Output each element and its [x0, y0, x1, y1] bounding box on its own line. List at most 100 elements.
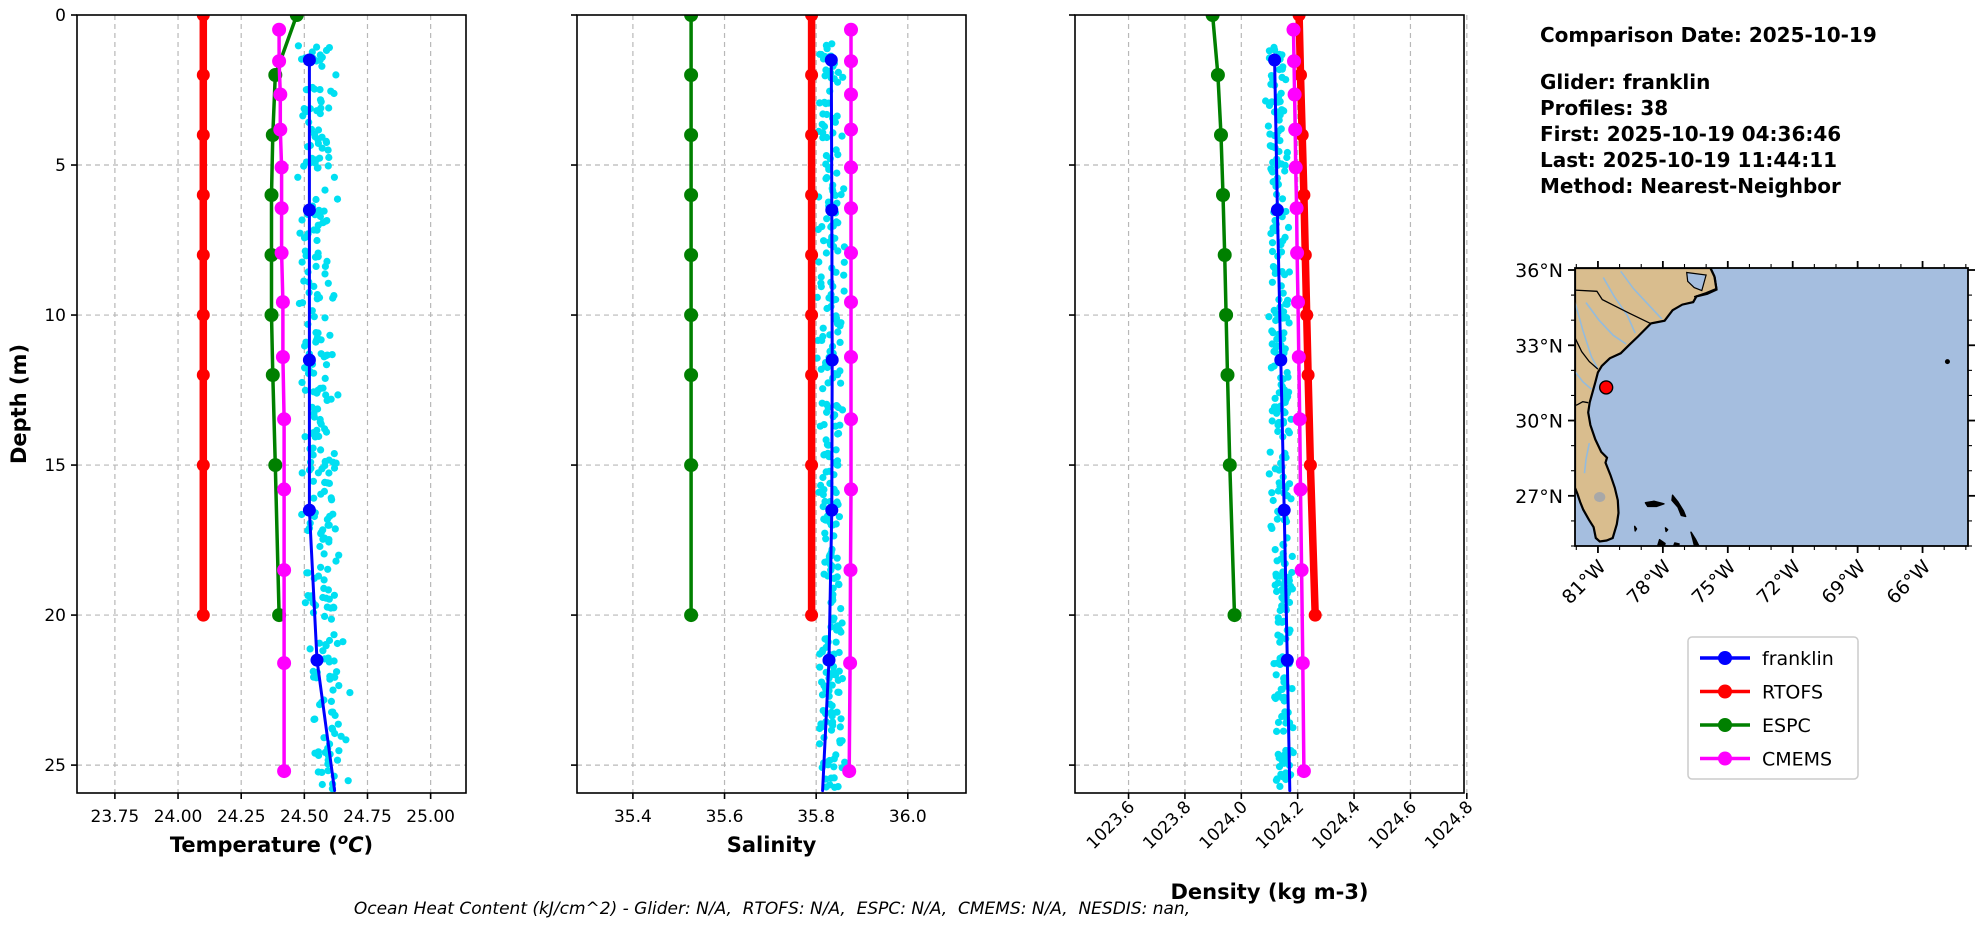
- cmems-salinity-marker: [844, 201, 858, 216]
- comparison-date-text: Comparison Date: 2025-10-19: [1540, 23, 1877, 47]
- legend-label: CMEMS: [1762, 749, 1832, 771]
- density-axis-label: Density (kg m-3): [1170, 880, 1368, 904]
- espc-salinity-marker: [684, 368, 699, 382]
- cmems-density-marker: [1290, 245, 1305, 260]
- ocean-heat-content-footer: Ocean Heat Content (kJ/cm^2) - Glider: N…: [353, 899, 1191, 919]
- map-state-border: [1575, 289, 1651, 324]
- rtofs-density-marker: [1301, 368, 1315, 382]
- map-island: [1690, 531, 1700, 546]
- map-lat-label: 30°N: [1515, 411, 1563, 433]
- cmems-salinity-marker: [844, 482, 858, 497]
- density-spines: [1074, 14, 1465, 794]
- rtofs-temperature-marker: [196, 308, 210, 322]
- rtofs-salinity-marker: [805, 188, 819, 202]
- cmems-temperature-series: [272, 22, 292, 779]
- cmems-salinity-marker: [844, 22, 858, 37]
- espc-density-marker: [1210, 68, 1225, 82]
- espc-density-marker: [1220, 368, 1235, 382]
- espc-temperature-marker: [289, 15, 304, 22]
- info-panel: Comparison Date: 2025-10-19 Glider: fran…: [1540, 22, 1877, 199]
- map-lon-label: 72°W: [1753, 556, 1806, 609]
- espc-temperature-marker: [265, 368, 280, 382]
- legend-marker-sample: [1718, 651, 1732, 665]
- map-island: [1656, 538, 1666, 546]
- map-area: [1575, 268, 1968, 546]
- legend-item-cmems: CMEMS: [1700, 749, 1832, 771]
- cmems-salinity-marker: [844, 160, 858, 175]
- density-xtick-label: 1024.6: [1365, 797, 1421, 853]
- cmems-density-marker: [1291, 350, 1306, 364]
- rtofs-density-marker: [1297, 188, 1311, 202]
- salinity-y-ticks: [571, 14, 577, 766]
- temperature-data-area: [196, 15, 354, 793]
- cmems-salinity-series: [842, 22, 858, 779]
- map-state-border: [1575, 401, 1589, 407]
- cmems-salinity-marker: [844, 350, 858, 364]
- map-frame: [1574, 267, 1969, 547]
- map-pamlico-sound: [1686, 271, 1707, 292]
- espc-salinity-marker: [684, 68, 699, 82]
- franklin-temperature-marker: [310, 653, 324, 667]
- temperature-x-ticks: [114, 793, 432, 799]
- espc-salinity-marker: [684, 188, 699, 202]
- cmems-density-marker: [1289, 201, 1304, 216]
- cmems-salinity-marker: [842, 764, 857, 779]
- rtofs-salinity-marker: [805, 308, 819, 322]
- franklin-salinity-marker: [825, 203, 839, 217]
- legend-label: franklin: [1762, 648, 1834, 670]
- franklin-salinity-marker: [825, 353, 839, 367]
- temperature-axis-label: Temperature (oC): [170, 830, 373, 857]
- rtofs-temperature-marker: [196, 458, 210, 472]
- cmems-temperature-marker: [275, 295, 290, 310]
- density-x-ticks: [1127, 793, 1468, 799]
- map-outer-banks: [1693, 268, 1718, 299]
- rtofs-temperature-marker: [196, 128, 210, 142]
- temperature-xtick-label: 24.25: [217, 807, 266, 827]
- rtofs-density-marker: [1294, 68, 1307, 82]
- rtofs-temperature-marker: [196, 608, 210, 622]
- density-grid: [1075, 15, 1468, 793]
- franklin-density-marker: [1277, 503, 1291, 517]
- temperature-xtick-label: 24.75: [343, 807, 392, 827]
- espc-salinity-series: [684, 15, 699, 623]
- cmems-temperature-marker: [277, 563, 292, 578]
- cmems-salinity-marker: [844, 122, 858, 137]
- cmems-temperature-marker: [277, 482, 292, 497]
- map-river: [1575, 371, 1592, 390]
- rtofs-salinity-marker: [805, 68, 819, 82]
- rtofs-density-marker: [1292, 15, 1306, 22]
- espc-density-marker: [1216, 188, 1230, 202]
- salinity-axis-label: Salinity: [727, 833, 817, 857]
- cmems-density-marker: [1286, 22, 1301, 37]
- density-xtick-label: 1024.8: [1421, 797, 1477, 853]
- espc-salinity-marker: [684, 248, 699, 262]
- map-lat-label: 36°N: [1515, 260, 1563, 282]
- map-island: [1644, 500, 1665, 508]
- cmems-temperature-marker: [274, 245, 289, 260]
- density-xtick-label: 1023.8: [1139, 797, 1195, 853]
- map-lat-label: 27°N: [1515, 486, 1563, 508]
- cmems-salinity-marker: [844, 295, 858, 310]
- cmems-temperature-marker: [273, 87, 288, 102]
- cmems-temperature-marker: [277, 412, 292, 427]
- cmems-temperature-marker: [277, 656, 292, 671]
- last-profile-time-text: Last: 2025-10-19 11:44:11: [1540, 148, 1838, 172]
- cmems-density-marker: [1287, 54, 1301, 69]
- rtofs-salinity-marker: [805, 248, 819, 262]
- cmems-density-marker: [1287, 87, 1302, 102]
- map-river: [1583, 442, 1591, 474]
- method-text: Method: Nearest-Neighbor: [1540, 174, 1841, 198]
- salinity-xtick-label: 35.8: [797, 807, 835, 827]
- temperature-xtick-label: 24.50: [280, 807, 329, 827]
- temperature-glider-scatter: [294, 42, 354, 793]
- franklin-density-line: [1273, 58, 1292, 793]
- density-xtick-label: 1023.6: [1083, 797, 1139, 853]
- map-state-border: [1575, 337, 1599, 370]
- franklin-salinity-series: [821, 53, 839, 793]
- depth-tick-label: 15: [44, 456, 66, 476]
- rtofs-salinity-marker: [805, 15, 819, 22]
- depth-tick-label: 25: [44, 756, 66, 776]
- rtofs-temperature-marker: [196, 68, 210, 82]
- legend-item-franklin: franklin: [1700, 648, 1834, 670]
